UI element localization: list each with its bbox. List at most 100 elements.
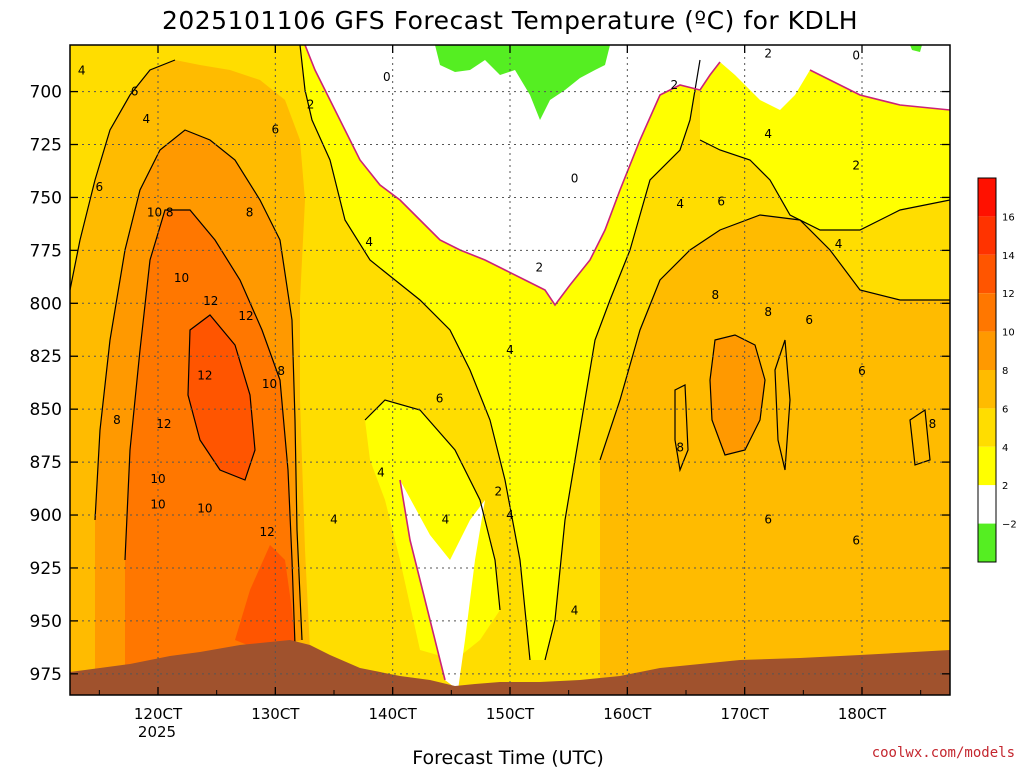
contour-label: 10 xyxy=(150,497,165,511)
colorbar-tick-label: −2 xyxy=(1002,520,1017,531)
contour-label: 10 xyxy=(197,502,212,516)
colorbar-tick-label: 2 xyxy=(1002,481,1008,492)
contour-label: 0 xyxy=(383,70,391,84)
contour-label: 8 xyxy=(277,364,285,378)
colorbar-tick-label: 10 xyxy=(1002,328,1015,339)
contour-label: 4 xyxy=(676,197,684,211)
colorbar: 16 14 12 10 8 6 4 2 −2 xyxy=(977,177,1017,563)
x-axis-label: Forecast Time (UTC) xyxy=(412,747,603,768)
contour-label: 8 xyxy=(113,413,121,427)
x-tick-label: 120CT xyxy=(134,705,183,723)
gridlines xyxy=(70,45,950,695)
y-tick-label: 875 xyxy=(30,453,62,473)
contour-label: 2 xyxy=(494,485,502,499)
colorbar-tick-label: 8 xyxy=(1002,366,1008,377)
colorbar-tick-label: 4 xyxy=(1002,443,1008,454)
contour-label: 10 xyxy=(262,377,277,391)
contour-label: 6 xyxy=(764,512,772,526)
contour-label: 4 xyxy=(571,603,579,617)
colorbar-swatch xyxy=(978,331,996,370)
contour-label: 2 xyxy=(536,260,544,274)
y-tick-label: 925 xyxy=(30,559,62,579)
contour-label: 4 xyxy=(330,512,338,526)
colorbar-swatch xyxy=(978,293,996,332)
contour-label: 4 xyxy=(506,343,514,357)
contour-label: 8 xyxy=(246,205,254,219)
x-tick-label: 130CT xyxy=(251,705,300,723)
colorbar-tick-label: 12 xyxy=(1002,289,1015,300)
contour-label: 2 xyxy=(852,159,860,173)
contour-label: 6 xyxy=(272,123,280,137)
contour-label: 12 xyxy=(197,368,212,382)
contour-label: 6 xyxy=(852,533,860,547)
y-tick-label: 850 xyxy=(30,400,62,420)
y-tick-label: 975 xyxy=(30,665,62,685)
colorbar-swatch xyxy=(978,216,996,255)
terrain xyxy=(70,640,950,695)
contour-label: 4 xyxy=(142,112,150,126)
x-tick-label: 160CT xyxy=(603,705,652,723)
colorbar-tick-label: 6 xyxy=(1002,404,1008,415)
band-neg2-0 xyxy=(435,45,610,120)
contour-label: 6 xyxy=(805,313,813,327)
x-tick-label: 140CT xyxy=(369,705,418,723)
colorbar-swatch xyxy=(978,446,996,486)
contour-label: 4 xyxy=(835,237,843,251)
band-8-10-right xyxy=(710,335,765,455)
colorbar-swatch xyxy=(978,408,996,447)
contour-label: 6 xyxy=(858,364,866,378)
contour-label: 4 xyxy=(365,235,373,249)
colorbar-frame xyxy=(977,177,997,563)
chart-title: 2025101106 GFS Forecast Temperature (ºC)… xyxy=(162,6,858,35)
y-tick-label: 700 xyxy=(30,83,62,103)
colorbar-swatch xyxy=(978,523,996,562)
contour-label: 12 xyxy=(156,417,171,431)
contour-label: 12 xyxy=(238,309,253,323)
contour-label: 10 xyxy=(147,205,162,219)
contour-label: 4 xyxy=(442,512,450,526)
y-axis: 700 725 750 775 800 825 850 875 900 925 950 975 xyxy=(30,83,950,685)
contour-label: 0 xyxy=(571,171,579,185)
x-axis: 120CT 130CT 140CT 150CT 160CT 170CT 180CT xyxy=(98,45,922,723)
band-6-8-right xyxy=(600,215,950,680)
contour-label: 12 xyxy=(203,294,218,308)
contour-label: 4 xyxy=(764,127,772,141)
band-0-2 xyxy=(305,45,950,305)
contour-label: 10 xyxy=(150,472,165,486)
y-tick-label: 825 xyxy=(30,347,62,367)
contour-label: 6 xyxy=(96,180,104,194)
contour-label: 4 xyxy=(377,466,385,480)
y-tick-label: 950 xyxy=(30,612,62,632)
contour-label: 6 xyxy=(436,392,444,406)
zero-lines xyxy=(304,45,950,681)
x-tick-label: 150CT xyxy=(486,705,535,723)
y-tick-label: 725 xyxy=(30,136,62,156)
y-tick-label: 750 xyxy=(30,188,62,208)
contour-label: 4 xyxy=(78,63,86,77)
y-tick-label: 800 xyxy=(30,294,62,314)
x-tick-year: 2025 xyxy=(138,723,176,741)
contour-label: 4 xyxy=(506,508,514,522)
colorbar-swatch xyxy=(978,485,996,524)
contour-label: 6 xyxy=(131,85,139,99)
y-tick-label: 775 xyxy=(30,241,62,261)
contour-label: 8 xyxy=(676,440,684,454)
contour-label: 2 xyxy=(307,97,315,111)
contour-label: 8 xyxy=(764,305,772,319)
colorbar-tick-label: 16 xyxy=(1002,212,1015,223)
band-0-2-lower xyxy=(400,480,485,690)
band-12-14-low xyxy=(235,545,295,648)
contour-label: 8 xyxy=(712,288,720,302)
contour-label: 8 xyxy=(929,417,937,431)
band-neg2-0-small xyxy=(910,45,922,52)
credit-text: coolwx.com/models xyxy=(872,745,1015,761)
colorbar-tick-label: 14 xyxy=(1002,251,1015,262)
contour-label: 6 xyxy=(717,195,725,209)
contour-label: 0 xyxy=(852,49,860,63)
x-tick-label: 180CT xyxy=(838,705,887,723)
colorbar-swatch xyxy=(978,370,996,409)
contour-label: 10 xyxy=(174,271,189,285)
x-tick-label: 170CT xyxy=(721,705,770,723)
